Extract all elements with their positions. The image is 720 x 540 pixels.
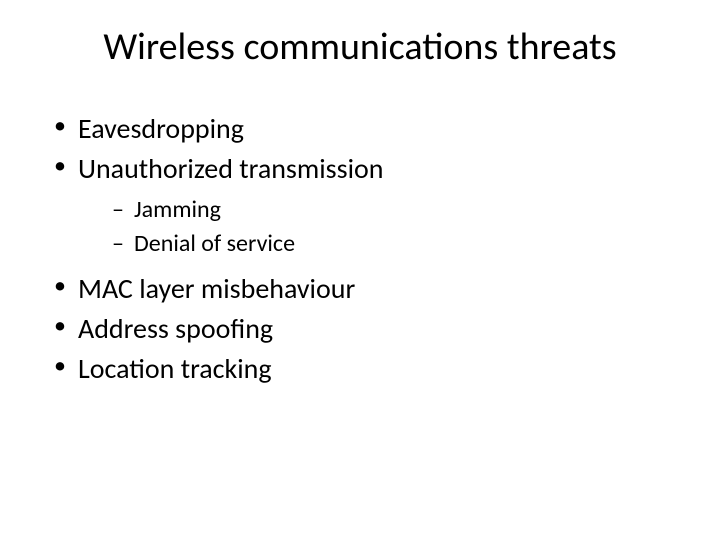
slide-title: Wireless communications threats <box>0 0 720 80</box>
list-item: Unauthorized transmission Jamming Denial… <box>50 150 680 261</box>
list-item: Eavesdropping <box>50 110 680 148</box>
bullet-text: Address spoofing <box>78 311 273 346</box>
bullet-text: Location tracking <box>78 351 272 386</box>
list-item: Jamming <box>112 194 680 226</box>
list-item: MAC layer misbehaviour <box>50 270 680 308</box>
bullet-list: Eavesdropping Unauthorized transmission … <box>50 110 680 388</box>
list-item: Location tracking <box>50 350 680 388</box>
bullet-text: Eavesdropping <box>78 111 244 146</box>
bullet-text: Jamming <box>134 195 221 224</box>
list-item: Address spoofing <box>50 310 680 348</box>
bullet-text: MAC layer misbehaviour <box>78 271 355 306</box>
slide: Wireless communications threats Eavesdro… <box>0 0 720 540</box>
list-item: Denial of service <box>112 228 680 260</box>
sub-bullet-list: Jamming Denial of service <box>78 194 680 261</box>
bullet-text: Denial of service <box>134 229 295 258</box>
slide-body: Eavesdropping Unauthorized transmission … <box>0 80 720 388</box>
bullet-text: Unauthorized transmission <box>78 151 383 186</box>
